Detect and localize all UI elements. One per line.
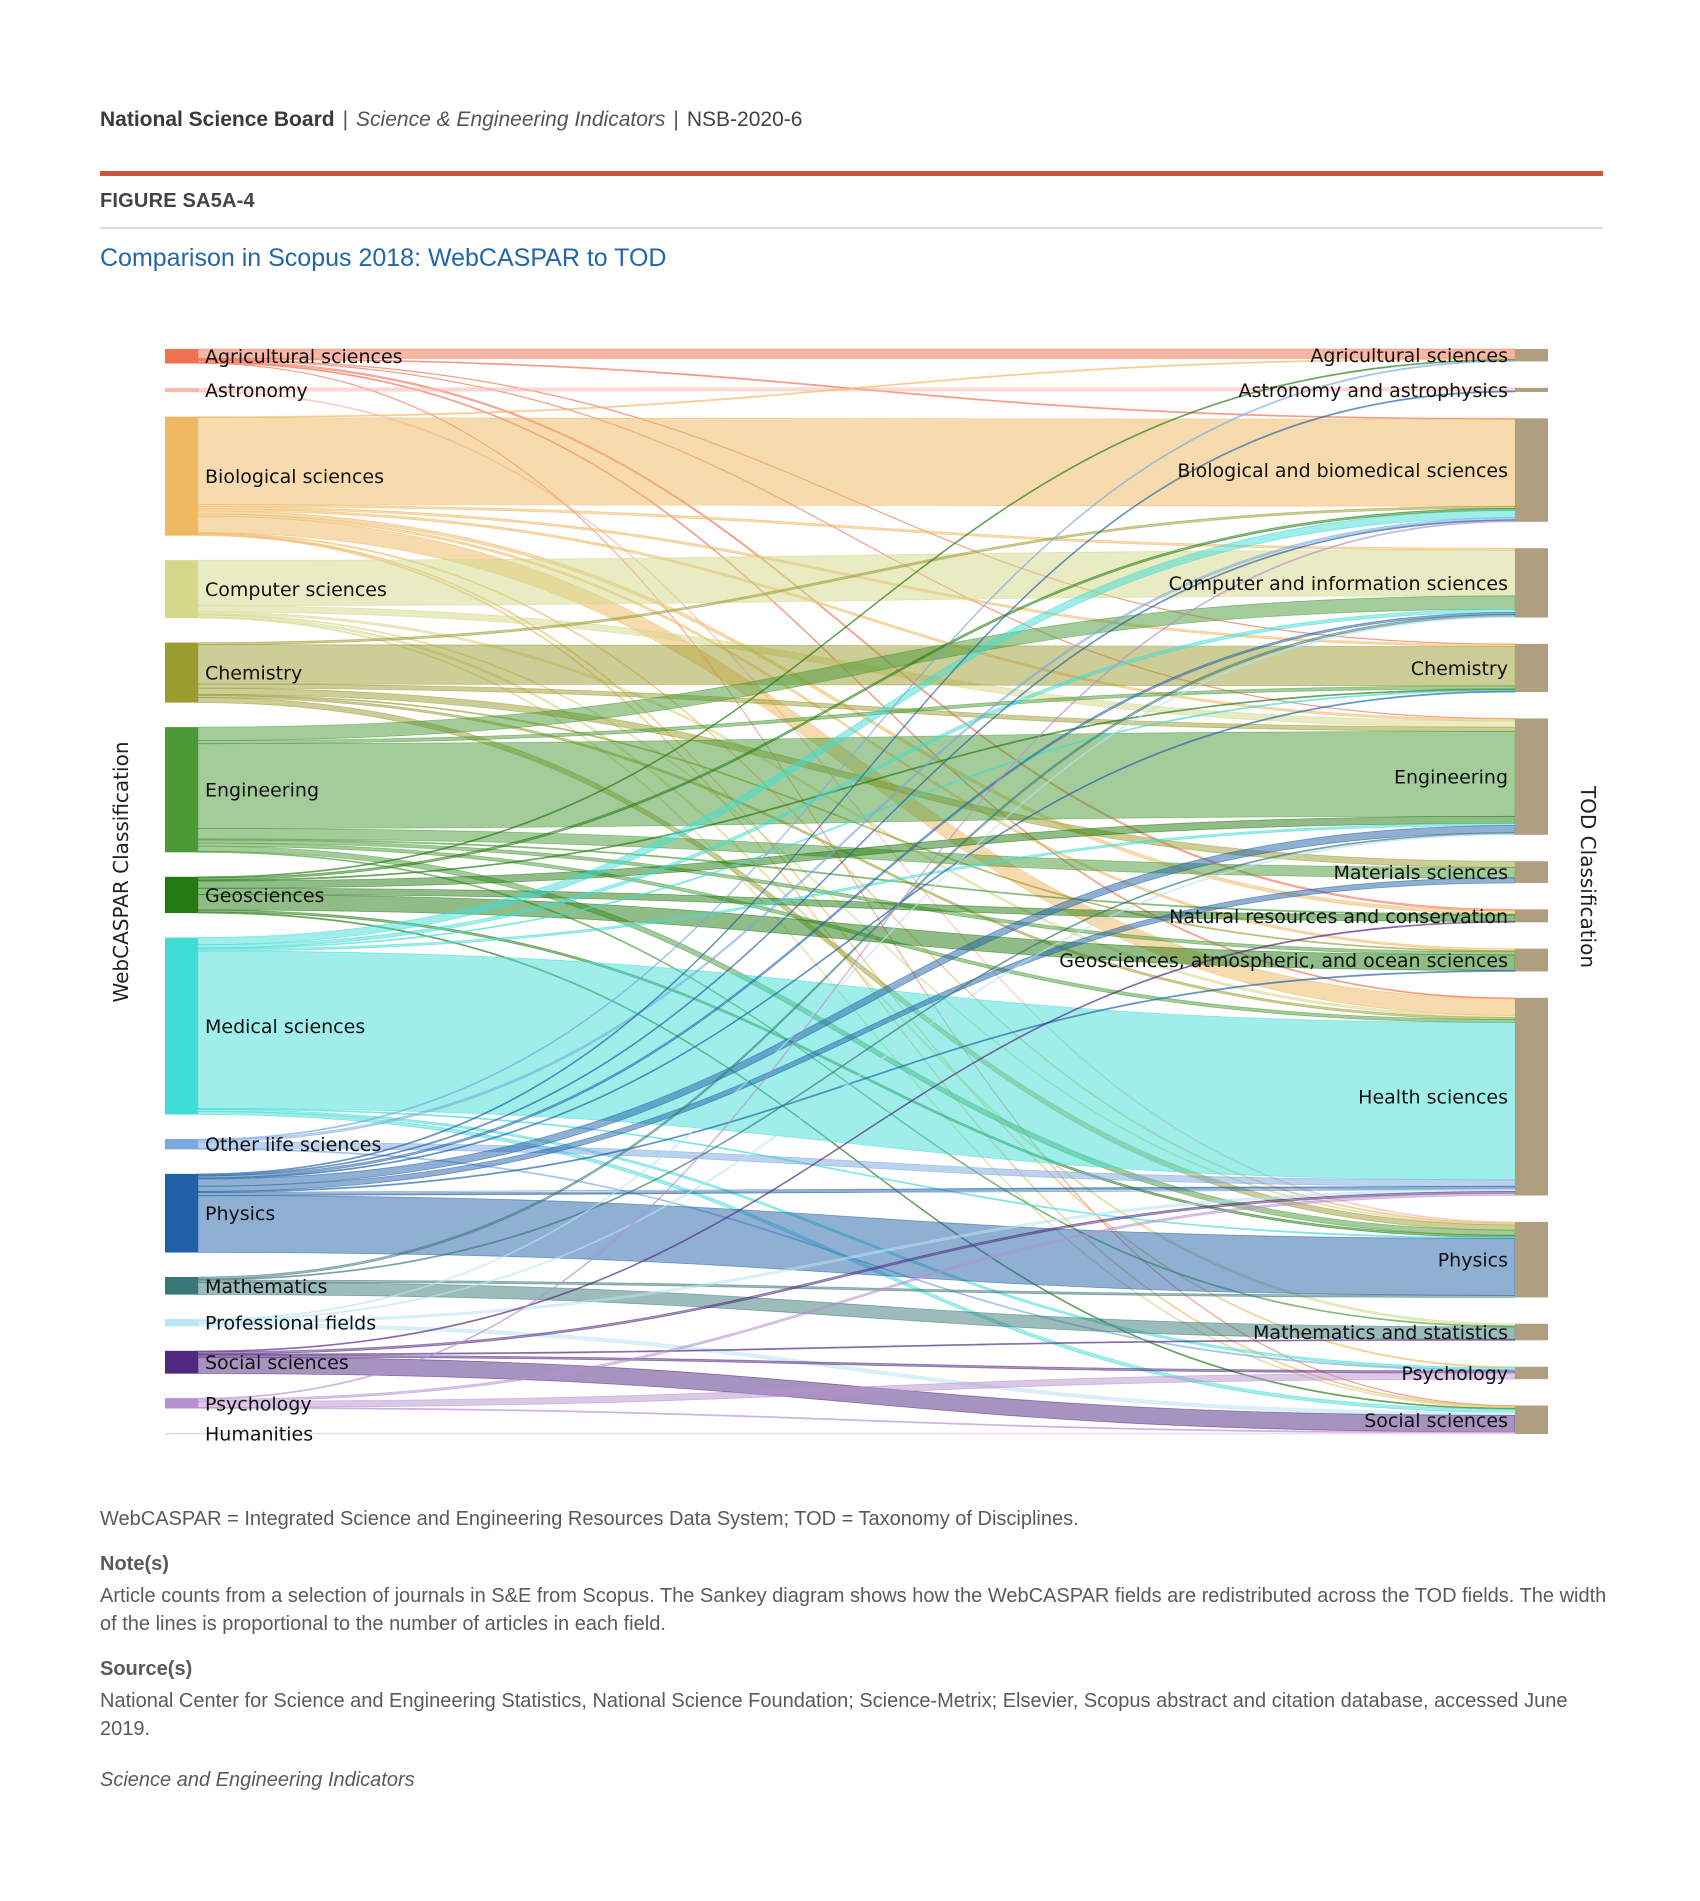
header-separator-2: | (673, 108, 679, 131)
note-text: Article counts from a selection of journ… (100, 1585, 1607, 1635)
target-node-computer-and-information-sciences (1515, 548, 1548, 618)
target-node-health-sciences (1515, 997, 1548, 1196)
report-header: National Science Board | Science & Enginee… (100, 108, 802, 132)
publication-footer: Science and Engineering Indicators (100, 1769, 415, 1791)
target-label: Natural resources and conservation (1169, 906, 1508, 928)
source-label: Engineering (205, 780, 319, 802)
links-group (197, 348, 1516, 1435)
target-label: Mathematics and statistics (1253, 1322, 1508, 1344)
link-psychology-to-biological-and-biomedical-sciences (197, 520, 1516, 1400)
link-humanities-to-social-sciences (197, 1432, 1516, 1435)
nodes-group (165, 349, 1548, 1435)
target-node-physics (1515, 1221, 1548, 1298)
source-label: Computer sciences (205, 579, 387, 601)
source-node-professional-fields (165, 1319, 198, 1327)
source-label: Professional fields (205, 1313, 376, 1335)
labels-group: Agricultural sciences Astronomy Biological… (205, 345, 1508, 1445)
source-label: Mathematics (205, 1276, 327, 1298)
source-node-computer-sciences (165, 560, 198, 619)
target-node-social-sciences (1515, 1405, 1548, 1434)
source-node-chemistry (165, 642, 198, 703)
target-label: Computer and information sciences (1169, 573, 1508, 595)
target-node-engineering (1515, 718, 1548, 835)
source-node-medical-sciences (165, 937, 198, 1115)
sankey-chart: Agricultural sciences Astronomy Biological… (109, 345, 1600, 1445)
target-node-natural-resources-and-conservation (1515, 909, 1548, 923)
report-id: NSB-2020-6 (686, 108, 803, 131)
target-node-biological-and-biomedical-sciences (1515, 418, 1548, 522)
target-label: Agricultural sciences (1310, 345, 1508, 367)
target-node-agricultural-sciences (1515, 349, 1548, 362)
source-node-physics (165, 1173, 198, 1253)
source-label: Medical sciences (205, 1016, 365, 1038)
header-separator: | (342, 108, 349, 131)
source-label: Humanities (205, 1424, 313, 1446)
source-node-engineering (165, 727, 198, 853)
target-node-chemistry (1515, 643, 1548, 693)
source-label: Other life sciences (205, 1134, 381, 1156)
target-label: Chemistry (1411, 658, 1508, 680)
target-node-psychology (1515, 1366, 1548, 1380)
source-label: Astronomy (205, 380, 308, 402)
link-psychology-to-psychology (197, 1372, 1516, 1408)
note-heading: Note(s) (100, 1553, 169, 1575)
figure-id: FIGURE SA5A-4 (100, 190, 255, 212)
link-physics-to-geosciences-atmospheric-and-ocean-sciences (197, 970, 1516, 1193)
source-node-social-sciences (165, 1350, 198, 1374)
link-professional-fields-to-computer-and-information-sciences (197, 616, 1516, 1321)
source-label: Physics (205, 1203, 275, 1225)
source-node-biological-sciences (165, 416, 198, 536)
org-name: National Science Board (100, 108, 335, 131)
link-physics-to-chemistry (197, 690, 1516, 1180)
target-node-astronomy-and-astrophysics (1515, 387, 1548, 392)
source-label: Geosciences (205, 885, 324, 907)
target-node-geosciences-atmospheric-and-ocean-sciences (1515, 948, 1548, 972)
source-node-astronomy (165, 387, 198, 393)
link-professional-fields-to-engineering (197, 833, 1516, 1322)
source-node-humanities (165, 1432, 198, 1435)
target-label: Psychology (1401, 1363, 1508, 1385)
target-label: Materials sciences (1333, 862, 1508, 884)
target-label: Health sciences (1358, 1087, 1508, 1109)
source-label: Agricultural sciences (205, 346, 403, 368)
source-heading: Source(s) (100, 1658, 193, 1680)
target-label: Engineering (1394, 767, 1508, 789)
target-node-materials-sciences (1515, 861, 1548, 883)
source-label: Psychology (205, 1393, 312, 1415)
link-physics-to-astronomy-and-astrophysics (197, 390, 1516, 1176)
source-label: Biological sciences (205, 466, 384, 488)
target-label: Biological and biomedical sciences (1177, 460, 1508, 482)
abbreviations: WebCASPAR = Integrated Science and Engin… (100, 1508, 1079, 1530)
source-node-geosciences (165, 876, 198, 914)
left-axis-label: WebCASPAR Classification (109, 742, 133, 1003)
source-node-other-life-sciences (165, 1139, 198, 1150)
source-label: Chemistry (205, 663, 302, 685)
right-axis-label: TOD Classification (1576, 785, 1600, 968)
source-text: National Center for Science and Engineer… (100, 1690, 1568, 1740)
target-label: Geosciences, atmospheric, and ocean scie… (1059, 950, 1508, 972)
source-label: Social sciences (205, 1352, 349, 1374)
publication-name: Science & Engineering Indicators (356, 108, 666, 131)
divider-rule (100, 227, 1603, 229)
source-node-psychology (165, 1398, 198, 1409)
target-label: Social sciences (1364, 1410, 1508, 1432)
source-node-agricultural-sciences (165, 349, 198, 364)
chart-title: Comparison in Scopus 2018: WebCASPAR to … (100, 244, 667, 272)
accent-rule (100, 171, 1603, 176)
target-node-mathematics-and-statistics (1515, 1323, 1548, 1341)
target-label: Astronomy and astrophysics (1239, 380, 1509, 402)
target-label: Physics (1438, 1250, 1508, 1272)
source-node-mathematics (165, 1277, 198, 1295)
